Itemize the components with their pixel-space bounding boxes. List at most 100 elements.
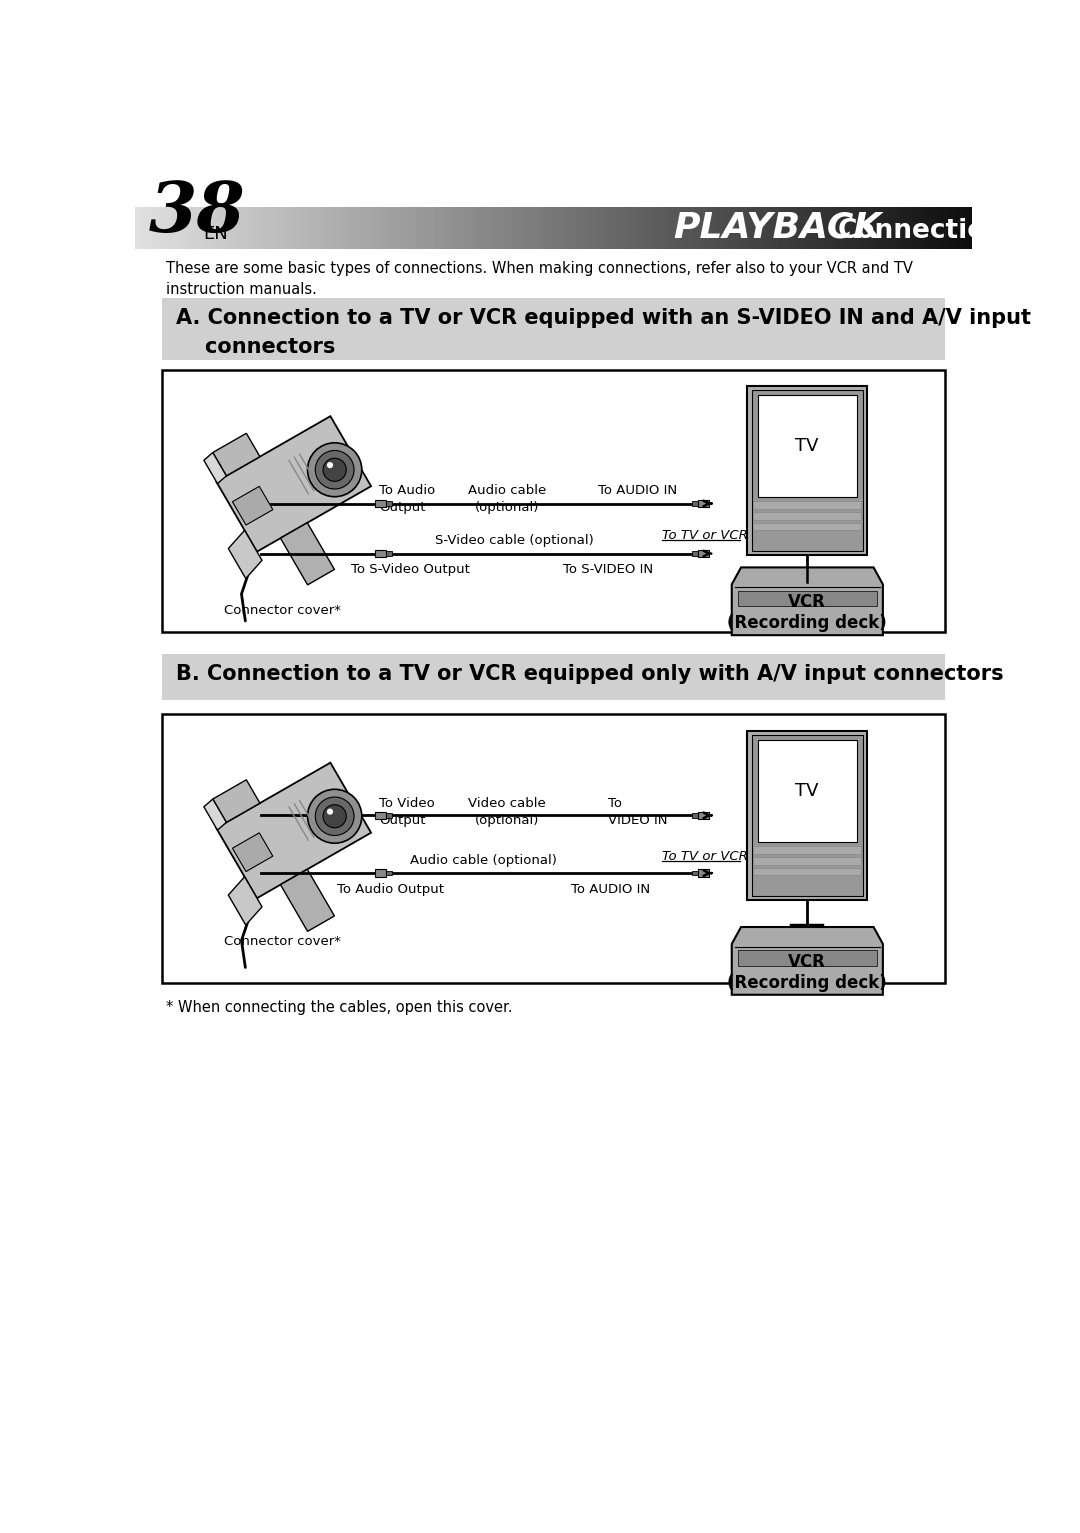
Bar <box>665 207 669 250</box>
Text: To
VIDEO IN: To VIDEO IN <box>608 797 667 826</box>
Bar <box>595 207 599 250</box>
Bar <box>699 207 702 250</box>
Bar <box>692 552 698 556</box>
Bar <box>225 207 228 250</box>
Polygon shape <box>213 780 260 822</box>
Bar <box>162 371 945 632</box>
Bar <box>882 207 887 250</box>
Bar <box>815 207 820 250</box>
Bar <box>154 207 158 250</box>
Bar <box>202 207 205 250</box>
Text: S-Video cable (optional): S-Video cable (optional) <box>435 535 594 547</box>
Bar <box>383 207 387 250</box>
Bar <box>939 207 942 250</box>
Bar <box>411 207 415 250</box>
Bar <box>785 207 788 250</box>
Bar <box>375 500 387 507</box>
Bar <box>283 207 286 250</box>
Bar <box>942 207 945 250</box>
Bar <box>339 207 342 250</box>
Text: To TV or VCR: To TV or VCR <box>662 849 747 863</box>
Bar <box>774 207 778 250</box>
Circle shape <box>308 789 362 843</box>
Bar <box>375 550 387 558</box>
Bar <box>819 207 822 250</box>
Bar <box>855 207 859 250</box>
Bar <box>626 207 630 250</box>
Bar <box>313 207 318 250</box>
Bar <box>218 207 222 250</box>
Bar <box>933 207 936 250</box>
Bar <box>692 501 698 506</box>
Bar <box>922 207 926 250</box>
Bar <box>847 207 850 250</box>
Bar <box>612 207 616 250</box>
Bar <box>914 207 917 250</box>
Polygon shape <box>232 832 273 872</box>
Bar <box>554 207 557 250</box>
Bar <box>213 207 217 250</box>
Bar <box>461 207 465 250</box>
Bar <box>375 811 387 819</box>
Text: B. Connection to a TV or VCR equipped only with A/V input connectors: B. Connection to a TV or VCR equipped on… <box>176 664 1003 684</box>
Bar <box>593 207 596 250</box>
Bar <box>570 207 573 250</box>
Bar <box>710 207 713 250</box>
Bar <box>266 207 270 250</box>
Bar <box>620 207 624 250</box>
Text: VCR
(Recording deck): VCR (Recording deck) <box>727 954 887 992</box>
Bar <box>292 207 295 250</box>
Bar <box>827 207 831 250</box>
Bar <box>685 207 688 250</box>
Bar <box>316 207 320 250</box>
Bar <box>514 207 518 250</box>
Bar <box>833 207 836 250</box>
Bar <box>160 207 164 250</box>
Text: A. Connection to a TV or VCR equipped with an S-VIDEO IN and A/V input
    conne: A. Connection to a TV or VCR equipped wi… <box>176 308 1031 357</box>
Bar <box>698 550 708 558</box>
Bar <box>724 207 727 250</box>
Text: TV: TV <box>795 437 819 455</box>
Bar <box>805 207 808 250</box>
Bar <box>149 207 152 250</box>
Bar <box>646 207 649 250</box>
Polygon shape <box>281 523 335 586</box>
Bar <box>322 207 325 250</box>
Bar <box>900 207 903 250</box>
Bar <box>162 297 945 360</box>
Bar <box>654 207 658 250</box>
Bar <box>690 207 693 250</box>
Bar <box>352 207 356 250</box>
Bar <box>698 500 708 507</box>
Bar <box>350 207 353 250</box>
Bar <box>838 207 841 250</box>
Bar <box>475 207 478 250</box>
Bar <box>163 207 166 250</box>
Bar <box>146 207 150 250</box>
Bar <box>782 207 786 250</box>
Bar <box>576 207 579 250</box>
Bar <box>179 207 184 250</box>
Bar <box>467 207 471 250</box>
Bar <box>387 552 392 556</box>
Bar <box>168 207 172 250</box>
Bar <box>910 207 914 250</box>
Bar <box>896 207 901 250</box>
Bar <box>364 207 367 250</box>
Bar <box>232 207 237 250</box>
Bar <box>841 207 845 250</box>
Bar <box>503 207 507 250</box>
Bar <box>523 207 526 250</box>
Bar <box>752 207 755 250</box>
Bar <box>211 207 214 250</box>
Bar <box>433 207 437 250</box>
Text: * When connecting the cables, open this cover.: * When connecting the cables, open this … <box>166 1000 513 1015</box>
Bar <box>158 207 161 250</box>
Bar <box>762 207 767 250</box>
Text: Audio cable
(optional): Audio cable (optional) <box>468 484 546 514</box>
Bar <box>507 207 510 250</box>
Bar <box>387 501 392 506</box>
Bar <box>548 207 552 250</box>
Bar <box>584 207 588 250</box>
Bar <box>174 207 177 250</box>
